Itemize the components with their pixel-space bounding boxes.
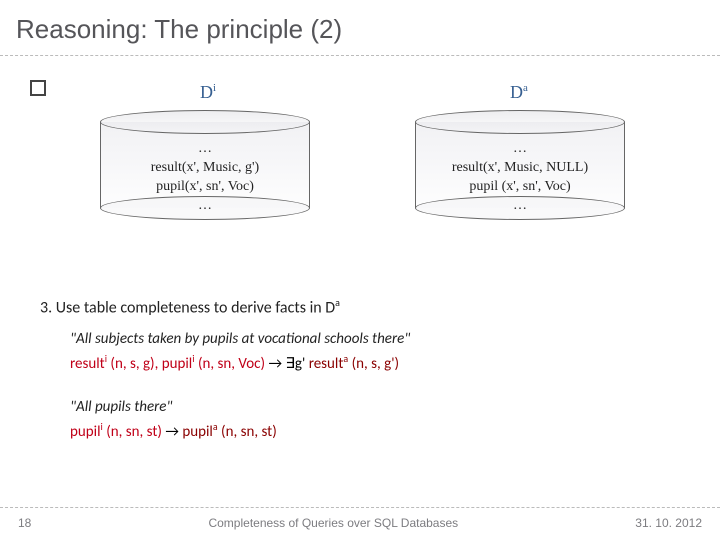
q1-p3r: (n, s, g') bbox=[348, 355, 399, 373]
da-l1: … bbox=[415, 140, 625, 159]
da-l2: result(x', Music, NULL) bbox=[415, 159, 625, 178]
step3-d: D bbox=[325, 298, 335, 317]
step3-sup: a bbox=[335, 296, 340, 309]
cylinders-area: Di Da … result(x', Music, g') pupil(x', … bbox=[0, 90, 720, 290]
di-label: Di bbox=[200, 82, 216, 103]
di-sup: i bbox=[213, 82, 216, 94]
di-l3: pupil(x', sn', Voc) bbox=[100, 178, 310, 197]
cylinder-di: … result(x', Music, g') pupil(x', sn', V… bbox=[100, 110, 310, 220]
q2-quote: "All pupils there" bbox=[70, 398, 690, 416]
q1-quote: "All subjects taken by pupils at vocatio… bbox=[70, 330, 690, 348]
da-base: D bbox=[510, 82, 523, 102]
step3-prefix: 3. Use table completeness to derive fact… bbox=[40, 298, 325, 317]
footer-center: Completeness of Queries over SQL Databas… bbox=[208, 516, 458, 530]
q2-arrow: → bbox=[165, 423, 182, 441]
q1-p1: result bbox=[70, 355, 105, 373]
q1-p2: pupil bbox=[162, 355, 193, 373]
q1-p1r: (n, s, g), bbox=[107, 355, 162, 373]
q1-rule: resulti (n, s, g), pupili (n, sn, Voc) →… bbox=[70, 352, 690, 373]
slide-title: Reasoning: The principle (2) bbox=[0, 0, 720, 56]
q1-arrow: → ∃g' bbox=[268, 355, 308, 373]
q2-rule: pupili (n, sn, st) → pupila (n, sn, st) bbox=[70, 420, 690, 441]
quote-block-2: "All pupils there" pupili (n, sn, st) → … bbox=[70, 398, 690, 455]
di-l4: … bbox=[100, 197, 310, 216]
q2-p2: pupil bbox=[182, 423, 213, 441]
cylinder-da: … result(x', Music, NULL) pupil (x', sn'… bbox=[415, 110, 625, 220]
da-label: Da bbox=[510, 82, 528, 103]
q2-p1: pupil bbox=[70, 423, 101, 441]
footer: 18 Completeness of Queries over SQL Data… bbox=[0, 507, 720, 530]
q2-p1r: (n, sn, st) bbox=[103, 423, 166, 441]
q1-p2r: (n, sn, Voc) bbox=[195, 355, 269, 373]
da-sup: a bbox=[523, 82, 528, 94]
di-l1: … bbox=[100, 140, 310, 159]
quote-block-1: "All subjects taken by pupils at vocatio… bbox=[70, 330, 690, 387]
cyl-di-top bbox=[100, 110, 310, 134]
q2-p2r: (n, sn, st) bbox=[218, 423, 277, 441]
q1-p3: result bbox=[309, 355, 344, 373]
di-base: D bbox=[200, 82, 213, 102]
da-l4: … bbox=[415, 197, 625, 216]
di-l2: result(x', Music, g') bbox=[100, 159, 310, 178]
step3-line: 3. Use table completeness to derive fact… bbox=[40, 296, 680, 317]
da-l3: pupil (x', sn', Voc) bbox=[415, 178, 625, 197]
cyl-da-text: … result(x', Music, NULL) pupil (x', sn'… bbox=[415, 140, 625, 216]
cyl-da-top bbox=[415, 110, 625, 134]
footer-page: 18 bbox=[18, 516, 31, 530]
cyl-di-text: … result(x', Music, g') pupil(x', sn', V… bbox=[100, 140, 310, 216]
footer-date: 31. 10. 2012 bbox=[635, 516, 702, 530]
